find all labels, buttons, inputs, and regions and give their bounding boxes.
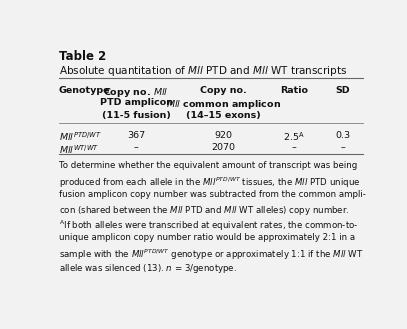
Text: Copy no. $\mathit{Mll}$: Copy no. $\mathit{Mll}$ (103, 86, 169, 99)
Text: –: – (340, 143, 345, 152)
Text: –: – (291, 143, 296, 152)
Text: –: – (133, 143, 138, 152)
Text: 2.5$^{\mathrm{A}}$: 2.5$^{\mathrm{A}}$ (283, 131, 304, 143)
Text: (14–15 exons): (14–15 exons) (186, 111, 261, 120)
Text: 920: 920 (215, 131, 233, 140)
Text: sample with the $\mathit{Mll}^{\mathit{PTD/WT}}$ genotype or approximately 1:1 i: sample with the $\mathit{Mll}^{\mathit{P… (59, 248, 363, 262)
Text: Copy no.: Copy no. (200, 86, 247, 94)
Text: $\mathit{Mll}^{\mathit{PTD/WT}}$: $\mathit{Mll}^{\mathit{PTD/WT}}$ (59, 131, 101, 143)
Text: $\mathit{Mll}^{\mathit{WT/WT}}$: $\mathit{Mll}^{\mathit{WT/WT}}$ (59, 143, 99, 156)
Text: Table 2: Table 2 (59, 50, 106, 63)
Text: Absolute quantitation of $\mathit{Mll}$ PTD and $\mathit{Mll}$ WT transcripts: Absolute quantitation of $\mathit{Mll}$ … (59, 63, 347, 78)
Text: To determine whether the equivalent amount of transcript was being: To determine whether the equivalent amou… (59, 161, 357, 170)
Text: produced from each allele in the $\mathit{Mll}^{\mathit{PTD/WT}}$ tissues, the $: produced from each allele in the $\mathi… (59, 175, 360, 190)
Text: SD: SD (335, 86, 350, 94)
Text: Genotype: Genotype (59, 86, 110, 94)
Text: PTD amplicon: PTD amplicon (100, 98, 173, 107)
Text: 2070: 2070 (212, 143, 236, 152)
Text: $^{\mathrm{A}}$If both alleles were transcribed at equivalent rates, the common-: $^{\mathrm{A}}$If both alleles were tran… (59, 219, 358, 233)
Text: unique amplicon copy number ratio would be approximately 2:1 in a: unique amplicon copy number ratio would … (59, 233, 355, 242)
Text: allele was silenced (13). $\mathit{n}$ = 3/genotype.: allele was silenced (13). $\mathit{n}$ =… (59, 262, 237, 275)
Text: Ratio: Ratio (280, 86, 308, 94)
Text: fusion amplicon copy number was subtracted from the common ampli-: fusion amplicon copy number was subtract… (59, 190, 365, 199)
Text: (11-5 fusion): (11-5 fusion) (102, 111, 171, 120)
Text: $\mathit{Mll}$ common amplicon: $\mathit{Mll}$ common amplicon (166, 98, 281, 111)
Text: con (shared between the $\mathit{Mll}$ PTD and $\mathit{Mll}$ WT alleles) copy n: con (shared between the $\mathit{Mll}$ P… (59, 204, 349, 217)
Text: 367: 367 (127, 131, 145, 140)
Text: 0.3: 0.3 (335, 131, 350, 140)
